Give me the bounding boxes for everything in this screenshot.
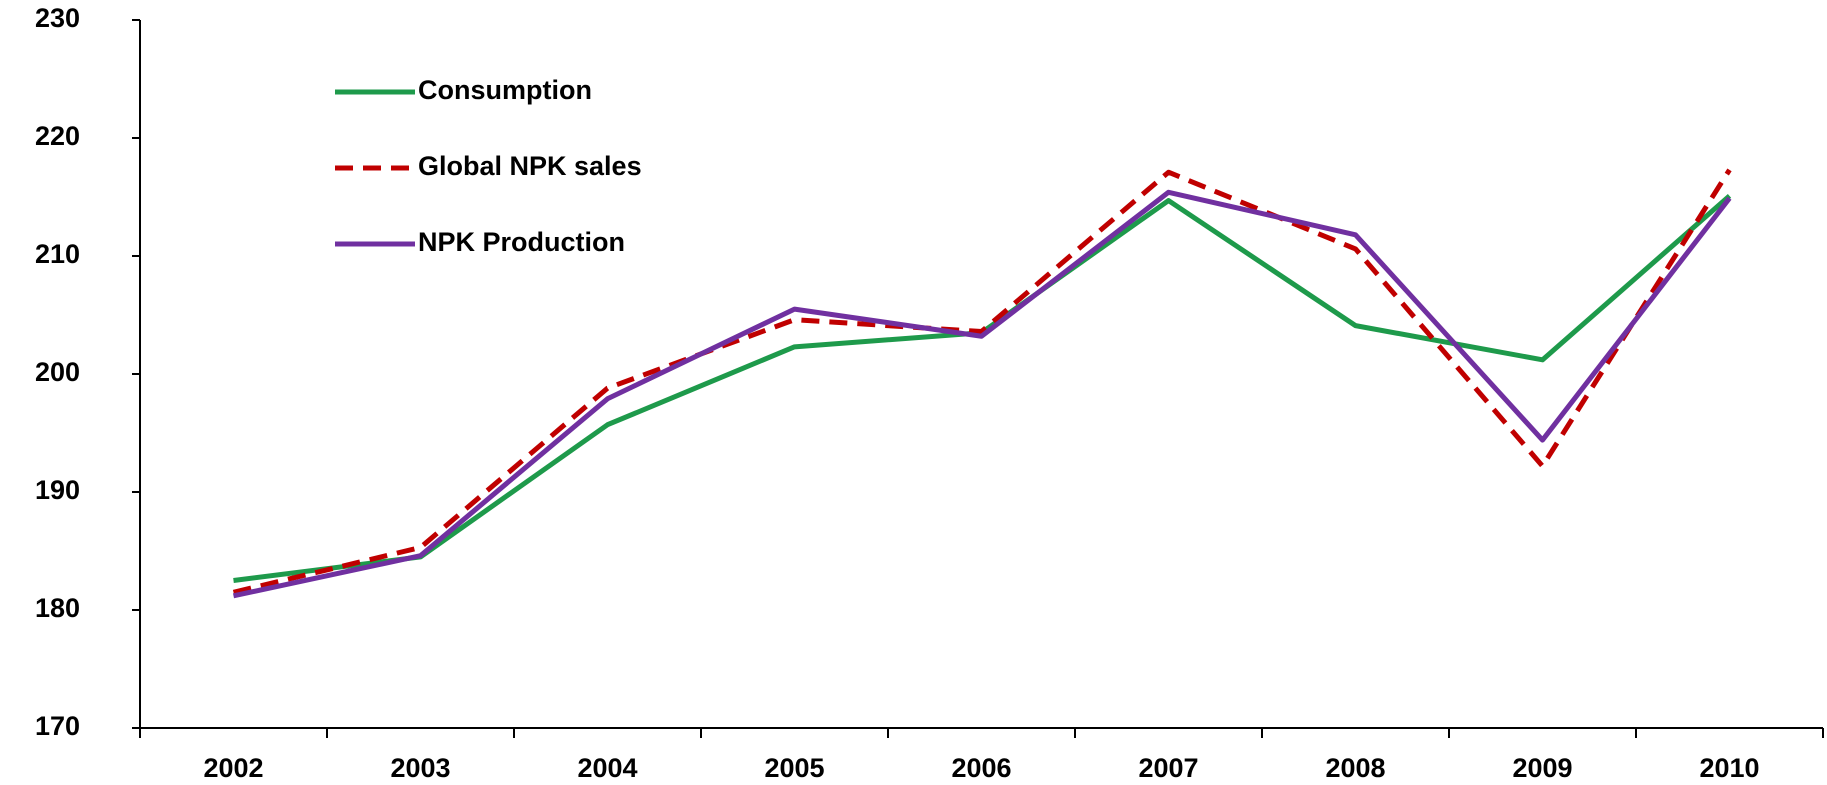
legend-label: Global NPK sales [418, 151, 642, 181]
y-tick-label: 230 [35, 3, 80, 33]
x-tick-label: 2003 [390, 753, 450, 783]
x-tick-label: 2010 [1699, 753, 1759, 783]
x-tick-label: 2005 [764, 753, 824, 783]
x-tick-label: 2008 [1325, 753, 1385, 783]
x-tick-label: 2002 [203, 753, 263, 783]
x-tick-label: 2007 [1138, 753, 1198, 783]
y-tick-label: 190 [35, 475, 80, 505]
y-tick-label: 200 [35, 357, 80, 387]
y-tick-label: 210 [35, 239, 80, 269]
x-tick-label: 2009 [1512, 753, 1572, 783]
legend-label: Consumption [418, 75, 592, 105]
x-tick-label: 2004 [577, 753, 637, 783]
y-tick-label: 170 [35, 711, 80, 741]
x-tick-label: 2006 [951, 753, 1011, 783]
y-tick-label: 180 [35, 593, 80, 623]
series-line [232, 189, 1732, 599]
series-line [232, 168, 1732, 595]
y-tick-label: 220 [35, 121, 80, 151]
legend-label: NPK Production [418, 227, 625, 257]
